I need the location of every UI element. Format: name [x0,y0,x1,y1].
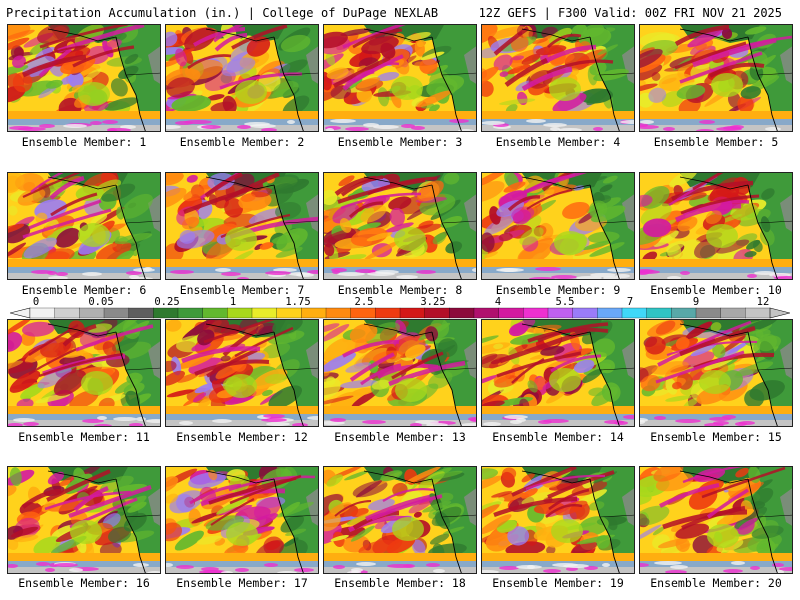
ensemble-member-label: Ensemble Member: 17 [176,576,308,590]
colorbar-swatch [399,307,426,319]
colorbar-swatch [251,307,278,319]
colorbar-swatch [350,307,376,319]
colorbar-swatch [103,307,130,319]
ensemble-member-map [165,24,319,132]
colorbar-swatch [128,307,154,319]
ensemble-member-map [639,319,793,427]
ensemble-member-label: Ensemble Member: 18 [334,576,466,590]
ensemble-member-label: Ensemble Member: 3 [337,135,463,149]
ensemble-member-label: Ensemble Member: 12 [176,430,308,444]
ensemble-member-map [7,172,161,280]
colorbar-swatch [597,307,623,319]
ensemble-member-map [165,466,319,574]
colorbar-tick-label: 1.75 [285,296,311,308]
colorbar-swatch [153,307,179,319]
colorbar-tick-label: 5.5 [555,296,575,308]
colorbar-tick-label: 2.5 [354,296,374,308]
ensemble-member-map [639,24,793,132]
ensemble-member-label: Ensemble Member: 13 [334,430,466,444]
map-title: Precipitation Accumulation (in.) | Colle… [6,6,439,20]
colorbar-tick-label: 7 [626,296,634,308]
colorbar-swatch [449,307,475,319]
ensemble-member-map [639,172,793,280]
precipitation-colorbar [10,307,790,319]
ensemble-member-label: Ensemble Member: 14 [492,430,624,444]
colorbar-tick-label: 1 [229,296,237,308]
colorbar-swatch [646,307,672,319]
colorbar-swatch [54,307,80,319]
ensemble-member-map [7,319,161,427]
colorbar-swatch [301,307,327,319]
colorbar-tick-label: 9 [692,296,700,308]
colorbar-swatch [424,307,450,319]
colorbar-swatch [745,307,771,319]
ensemble-member-map [481,319,635,427]
ensemble-member-label: Ensemble Member: 5 [653,135,779,149]
ensemble-member-map [481,466,635,574]
ensemble-member-label: Ensemble Member: 16 [18,576,150,590]
ensemble-member-label: Ensemble Member: 1 [21,135,147,149]
colorbar-swatch [227,307,253,319]
colorbar-tick-label: 4 [494,296,502,308]
colorbar-swatch [29,307,56,319]
ensemble-member-map [323,172,477,280]
ensemble-member-label: Ensemble Member: 20 [650,576,782,590]
colorbar-swatch [473,307,500,319]
ensemble-member-label: Ensemble Member: 19 [492,576,624,590]
ensemble-member-map [7,466,161,574]
colorbar-swatch [79,307,105,319]
colorbar-tick-label: 0.25 [154,296,180,308]
ensemble-member-map [481,172,635,280]
colorbar-swatch [523,307,549,319]
colorbar-swatch [621,307,648,319]
colorbar-tick-label: 0.05 [88,296,114,308]
ensemble-member-label: Ensemble Member: 6 [21,283,147,297]
colorbar-swatch [720,307,746,319]
colorbar-swatch [375,307,401,319]
ensemble-member-map [639,466,793,574]
colorbar-swatch [671,307,697,319]
ensemble-member-map [165,319,319,427]
ensemble-member-map [481,24,635,132]
colorbar-tick-label: 3.25 [420,296,446,308]
ensemble-member-label: Ensemble Member: 15 [650,430,782,444]
ensemble-member-map [7,24,161,132]
colorbar-swatch [202,307,228,319]
ensemble-member-label: Ensemble Member: 2 [179,135,305,149]
ensemble-member-map [323,319,477,427]
colorbar-swatch [276,307,302,319]
ensemble-member-map [165,172,319,280]
ensemble-member-label: Ensemble Member: 8 [337,283,463,297]
ensemble-member-map [323,466,477,574]
colorbar-swatch [572,307,598,319]
ensemble-member-label: Ensemble Member: 4 [495,135,621,149]
colorbar-swatch [547,307,574,319]
colorbar-swatch [498,307,524,319]
ensemble-member-label: Ensemble Member: 9 [495,283,621,297]
ensemble-member-label: Ensemble Member: 7 [179,283,305,297]
colorbar-swatch [325,307,352,319]
ensemble-member-label: Ensemble Member: 11 [18,430,150,444]
colorbar-tick-label: 0 [32,296,40,308]
ensemble-member-map [323,24,477,132]
colorbar-swatch [695,307,722,319]
model-run-info: 12Z GEFS | F300 Valid: 00Z FRI NOV 21 20… [478,6,782,20]
colorbar-swatch [177,307,204,319]
colorbar-tick-label: 12 [756,296,770,308]
ensemble-member-label: Ensemble Member: 10 [650,283,782,297]
